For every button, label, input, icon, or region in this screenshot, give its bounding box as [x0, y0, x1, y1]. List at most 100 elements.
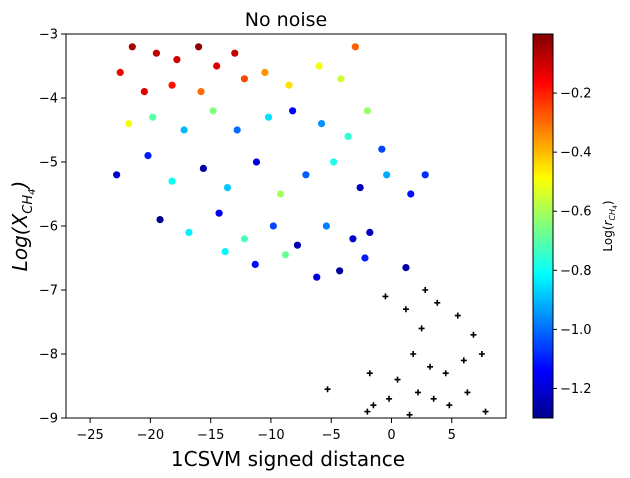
- scatter-point: [168, 177, 176, 185]
- scatter-point: [285, 81, 293, 89]
- y-tick-label: −3: [39, 28, 58, 43]
- scatter-point: [125, 120, 133, 128]
- scatter-plus-point: [402, 306, 409, 313]
- scatter-point: [173, 56, 181, 64]
- scatter-point: [251, 260, 259, 268]
- scatter-plus-point: [482, 408, 489, 415]
- scatter-point: [356, 184, 364, 192]
- scatter-plus-point: [434, 299, 441, 306]
- scatter-point: [223, 184, 232, 192]
- scatter-point: [261, 68, 269, 76]
- colorbar-tick-label: −1.2: [560, 382, 592, 397]
- scatter-point: [195, 43, 203, 51]
- scatter-point: [276, 190, 285, 198]
- scatter-plus-point: [478, 351, 485, 357]
- scatter-point: [281, 251, 289, 259]
- scatter-plus-point: [464, 389, 471, 396]
- scatter-plus-point: [418, 325, 425, 332]
- x-tick-label: −5: [322, 428, 341, 443]
- scatter-point: [128, 43, 136, 51]
- scatter-plus-point: [430, 395, 437, 402]
- scatter-point: [168, 81, 176, 89]
- scatter-point: [315, 62, 323, 70]
- scatter-point: [421, 171, 429, 179]
- scatter-point: [322, 222, 330, 230]
- scatter-point: [330, 158, 338, 166]
- scatter-point: [240, 75, 249, 83]
- x-tick-label: −25: [76, 428, 103, 443]
- x-tick-label: 0: [387, 428, 395, 443]
- scatter-point: [113, 171, 121, 179]
- scatter-point: [240, 235, 249, 243]
- scatter-point: [383, 171, 391, 179]
- scatter-point: [302, 171, 310, 179]
- x-tick-label: −10: [257, 428, 284, 443]
- y-tick-label: −9: [39, 412, 58, 427]
- scatter-plus-point: [460, 357, 467, 364]
- scatter-plus-point: [446, 402, 453, 409]
- scatter-point: [221, 248, 229, 256]
- scatter-plus-point: [422, 287, 429, 293]
- scatter-point: [215, 209, 223, 217]
- x-tick-label: −20: [137, 428, 164, 443]
- colorbar-tick-label: −1.0: [560, 323, 592, 338]
- scatter-plus-point: [442, 370, 449, 377]
- colorbar-tick-label: −0.2: [560, 87, 592, 102]
- y-tick-label: −7: [39, 284, 58, 299]
- scatter-point: [363, 107, 371, 115]
- scatter-point: [144, 152, 152, 160]
- scatter-point: [252, 158, 261, 166]
- scatter-point: [351, 43, 359, 51]
- scatter-point: [317, 120, 326, 128]
- y-tick-label: −5: [39, 156, 58, 171]
- scatter-plus-point: [382, 293, 389, 300]
- scatter-point: [233, 126, 241, 134]
- scatter-point: [344, 132, 352, 140]
- scatter-point: [213, 62, 221, 70]
- scatter-point: [156, 216, 164, 224]
- y-tick-label: −4: [39, 92, 58, 107]
- plot-area-frame: [65, 33, 507, 419]
- scatter-plus-point: [470, 331, 477, 338]
- colorbar: [532, 33, 554, 419]
- scatter-point: [269, 222, 277, 230]
- scatter-plus-point: [366, 370, 373, 377]
- scatter-point: [140, 88, 148, 96]
- scatter-point: [185, 228, 193, 236]
- scatter-plus-point: [415, 389, 421, 396]
- scatter-point: [149, 113, 157, 121]
- scatter-plus-point: [454, 312, 461, 319]
- colorbar-tick-label: −0.8: [560, 264, 592, 279]
- scatter-point: [349, 235, 357, 243]
- scatter-point: [293, 241, 302, 249]
- x-axis-label: 1CSVM signed distance: [171, 447, 405, 471]
- scatter-point: [402, 264, 410, 272]
- y-tick-label: −8: [39, 348, 58, 363]
- scatter-point: [264, 113, 273, 121]
- x-tick-label: 5: [448, 428, 456, 443]
- scatter-point: [152, 49, 161, 57]
- scatter-point: [197, 88, 205, 96]
- scatter-point: [361, 254, 369, 262]
- scatter-plus-point: [386, 395, 393, 402]
- scatter-point: [231, 49, 239, 57]
- colorbar-tick-label: −0.6: [560, 205, 592, 220]
- scatter-plus-point: [427, 363, 434, 370]
- scatter-point: [313, 273, 321, 281]
- scatter-point: [366, 228, 374, 236]
- colorbar-tick-label: −0.4: [560, 146, 592, 161]
- scatter-point: [116, 68, 124, 76]
- scatter-plus-point: [370, 402, 377, 409]
- chart-title: No noise: [245, 9, 327, 31]
- colorbar-label: Log(rCH4): [601, 200, 619, 251]
- scatter-point: [180, 126, 188, 134]
- y-tick-label: −6: [39, 220, 58, 235]
- scatter-point: [337, 75, 345, 83]
- scatter-point: [289, 107, 297, 115]
- y-axis-label: Log(XCH4): [8, 181, 38, 272]
- scatter-point: [378, 145, 386, 153]
- scatter-point: [199, 164, 208, 172]
- scatter-plus-point: [364, 408, 371, 415]
- scatter-plus-point: [324, 386, 331, 393]
